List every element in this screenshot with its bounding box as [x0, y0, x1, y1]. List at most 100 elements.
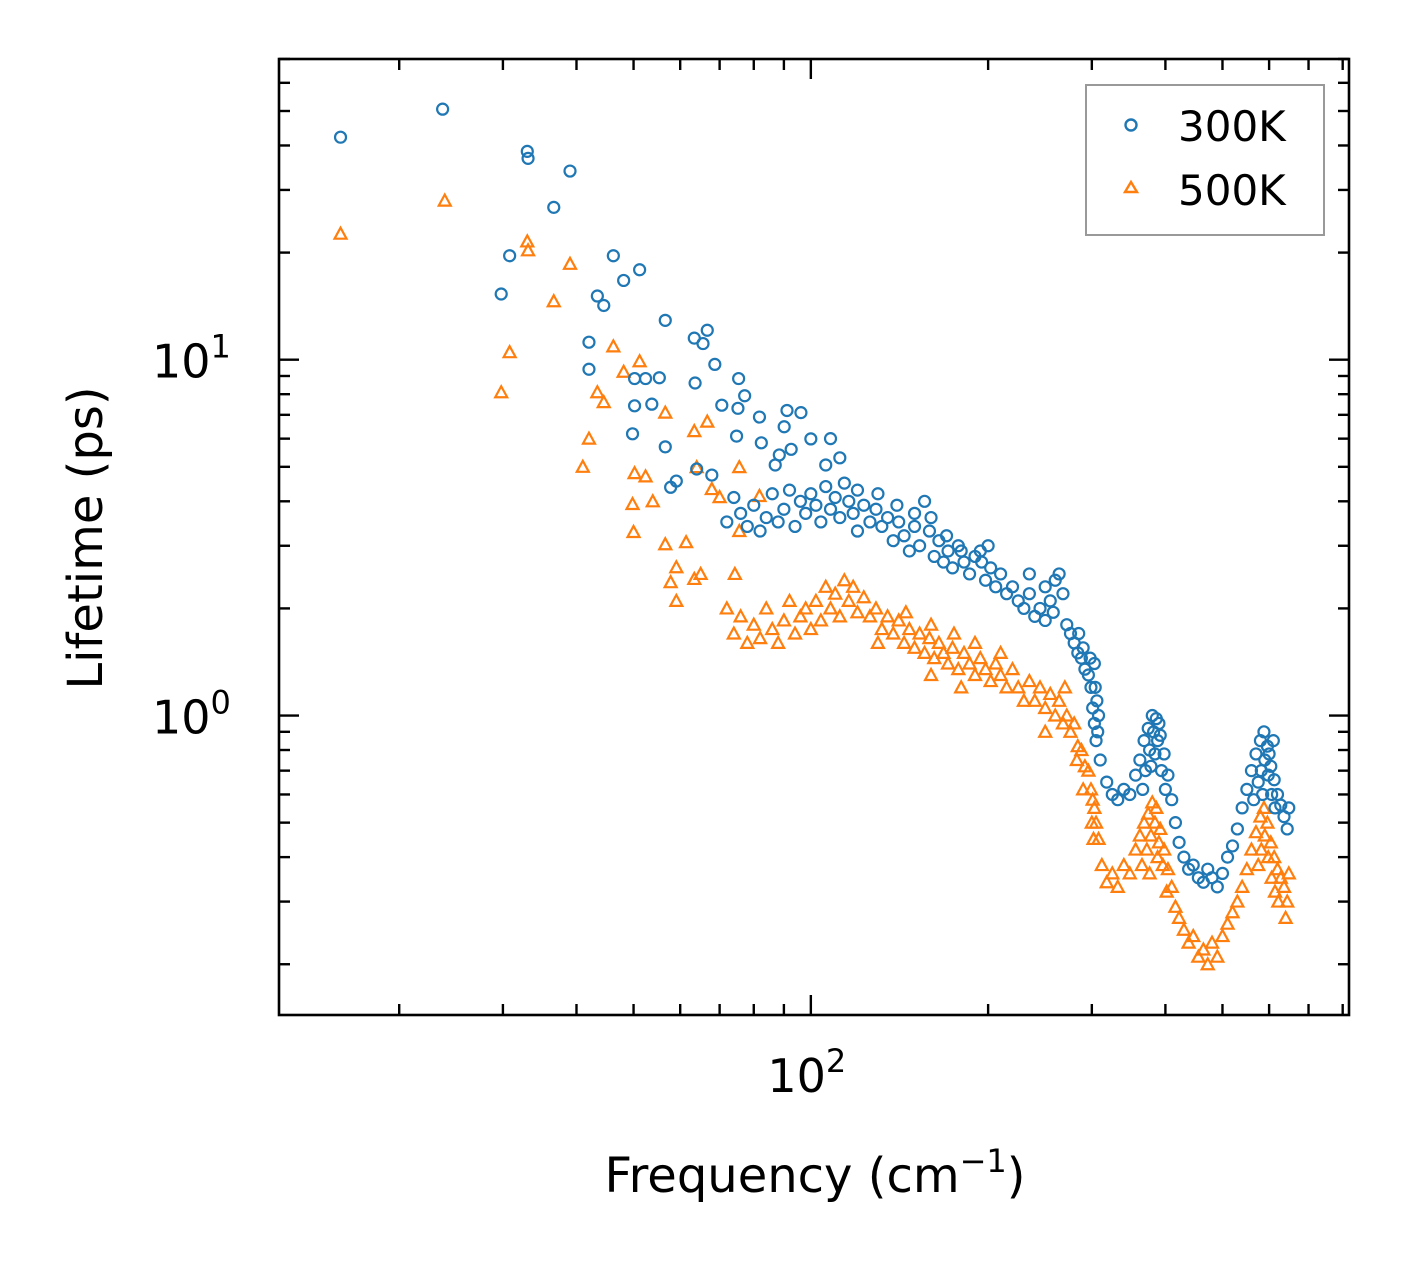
y-tick-label-exp: 0 — [211, 684, 231, 722]
data-point — [871, 487, 885, 501]
data-point — [1247, 793, 1261, 807]
data-point — [333, 130, 348, 144]
data-point — [1224, 903, 1241, 919]
data-point — [1017, 601, 1031, 616]
data-point — [1147, 814, 1163, 829]
data-point — [1066, 715, 1083, 730]
data-point — [992, 666, 1009, 682]
data-point — [631, 352, 648, 368]
data-point — [705, 468, 719, 482]
data-point — [870, 634, 886, 649]
data-point — [657, 535, 674, 551]
x-axis-label-sup: −1 — [960, 1142, 1007, 1180]
data-point — [1266, 734, 1280, 748]
data-point — [597, 298, 611, 313]
data-point — [880, 510, 895, 525]
data-point — [1257, 725, 1271, 739]
data-point — [729, 429, 744, 443]
data-point — [1240, 782, 1254, 796]
data-point — [972, 649, 989, 665]
data-point — [1123, 787, 1137, 802]
data-point — [902, 544, 916, 558]
data-point — [625, 427, 640, 441]
data-point — [781, 592, 798, 607]
data-point — [503, 249, 517, 263]
data-point — [1022, 587, 1036, 601]
data-point — [493, 383, 510, 399]
data-point — [595, 393, 612, 409]
data-point — [1046, 605, 1060, 619]
data-point — [906, 639, 923, 654]
data-point — [827, 585, 844, 600]
data-point — [1260, 848, 1277, 864]
data-point — [652, 371, 666, 385]
data-point — [1262, 747, 1276, 761]
data-point — [563, 164, 577, 178]
data-point — [615, 363, 632, 378]
data-point — [1263, 869, 1280, 884]
data-point — [1083, 814, 1100, 829]
data-point — [978, 573, 993, 587]
data-point — [776, 612, 792, 627]
data-point — [589, 383, 606, 399]
data-point — [753, 524, 767, 538]
data-point — [1176, 921, 1192, 936]
data-point — [1158, 883, 1175, 898]
data-point — [784, 442, 798, 456]
data-point — [809, 498, 823, 512]
data-point — [1090, 694, 1104, 708]
data-point — [1270, 893, 1287, 908]
data-point — [1158, 782, 1173, 796]
data-point — [1151, 834, 1167, 849]
data-point — [759, 510, 773, 525]
data-point — [792, 608, 809, 623]
data-point — [1215, 866, 1230, 881]
data-point — [994, 567, 1008, 581]
data-point — [927, 549, 941, 564]
data-point — [862, 608, 878, 623]
data-point — [1277, 909, 1294, 924]
data-point — [708, 357, 722, 372]
data-point — [802, 620, 819, 636]
data-point — [637, 468, 654, 483]
data-point — [840, 592, 857, 607]
data-point — [1072, 626, 1086, 641]
data-point — [645, 397, 659, 411]
data-point — [945, 561, 960, 575]
y-tick-label: 101 — [152, 328, 231, 389]
data-point — [787, 625, 803, 640]
data-point — [1154, 856, 1171, 872]
data-point — [1265, 787, 1279, 802]
data-point — [1011, 594, 1025, 608]
data-point — [1132, 827, 1148, 842]
data-point — [715, 398, 729, 412]
data-point — [814, 515, 828, 529]
data-point — [794, 406, 808, 420]
data-point — [764, 620, 781, 636]
data-point — [828, 490, 842, 505]
data-point — [1026, 692, 1043, 707]
data-point — [590, 289, 604, 303]
data-point — [1154, 764, 1169, 778]
data-point — [1088, 680, 1102, 694]
data-point — [1195, 941, 1212, 956]
data-point — [1081, 668, 1095, 682]
data-point — [1051, 692, 1067, 707]
data-point — [1225, 839, 1240, 853]
data-point — [1261, 768, 1275, 782]
data-point — [981, 539, 995, 553]
data-point — [1080, 762, 1097, 777]
data-point — [1219, 915, 1236, 930]
data-point — [987, 655, 1004, 670]
data-point — [1042, 685, 1059, 701]
data-point — [605, 338, 622, 353]
data-point — [1163, 878, 1180, 893]
data-point — [625, 523, 642, 539]
data-point — [782, 483, 797, 497]
data-point — [547, 200, 561, 214]
x-tick-label-exp: 2 — [826, 1042, 846, 1080]
data-point — [1021, 672, 1038, 688]
legend-label-300k: 300K — [1178, 102, 1287, 151]
data-point — [1256, 799, 1272, 815]
